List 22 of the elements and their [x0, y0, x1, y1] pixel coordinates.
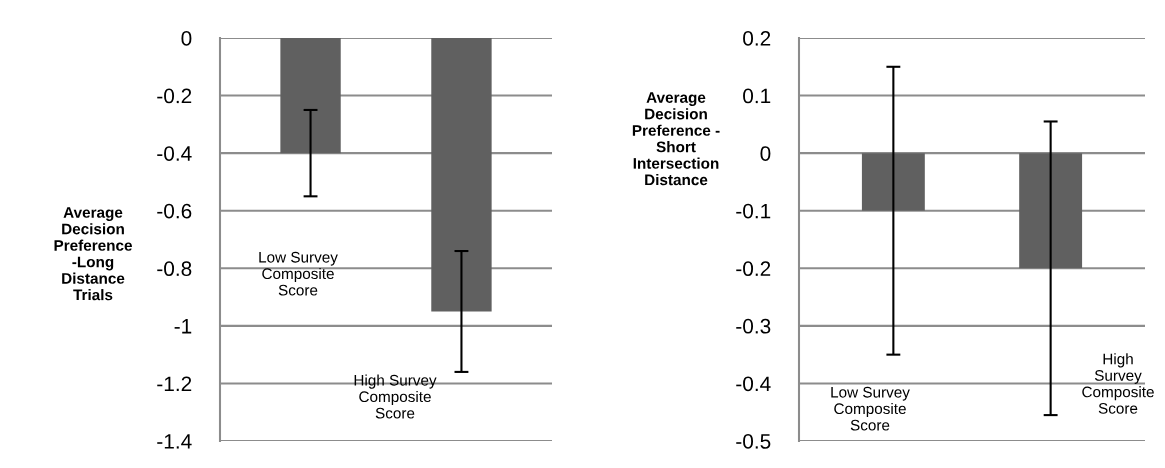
y-tick-label: -0.3: [736, 318, 771, 334]
x-tick-label: Low Survey Composite Score: [831, 386, 910, 431]
x-tick-label: Low Survey Composite Score: [259, 251, 338, 296]
y-tick-label: -0.2: [157, 88, 192, 104]
y-axis-title: Average Decision Preference -Long Distance Trials: [54, 207, 132, 301]
y-tick-label: -0.8: [157, 261, 192, 277]
y-tick-label: -1.2: [157, 376, 192, 391]
y-tick-label: -0.1: [736, 203, 771, 219]
y-tick-label: -0.6: [157, 203, 192, 219]
y-tick-label: -1.4: [157, 434, 192, 449]
y-tick-label: -0.4: [157, 146, 192, 161]
y-tick-label: -0.4: [736, 376, 771, 392]
y-tick-label: 0: [181, 31, 192, 46]
y-axis-title: Average Decision Preference - Short Intersection Distance: [632, 92, 720, 186]
y-tick-label: 0.2: [743, 31, 771, 46]
y-tick-label: -0.5: [736, 434, 771, 449]
y-tick-label: -1: [174, 319, 192, 334]
y-tick-label: 0: [760, 146, 771, 161]
x-tick-label: High Survey Composite Score: [354, 374, 437, 419]
x-tick-label: High Survey Composite Score: [1082, 353, 1154, 414]
y-tick-label: -0.2: [736, 261, 771, 277]
y-tick-label: 0.1: [743, 88, 771, 104]
